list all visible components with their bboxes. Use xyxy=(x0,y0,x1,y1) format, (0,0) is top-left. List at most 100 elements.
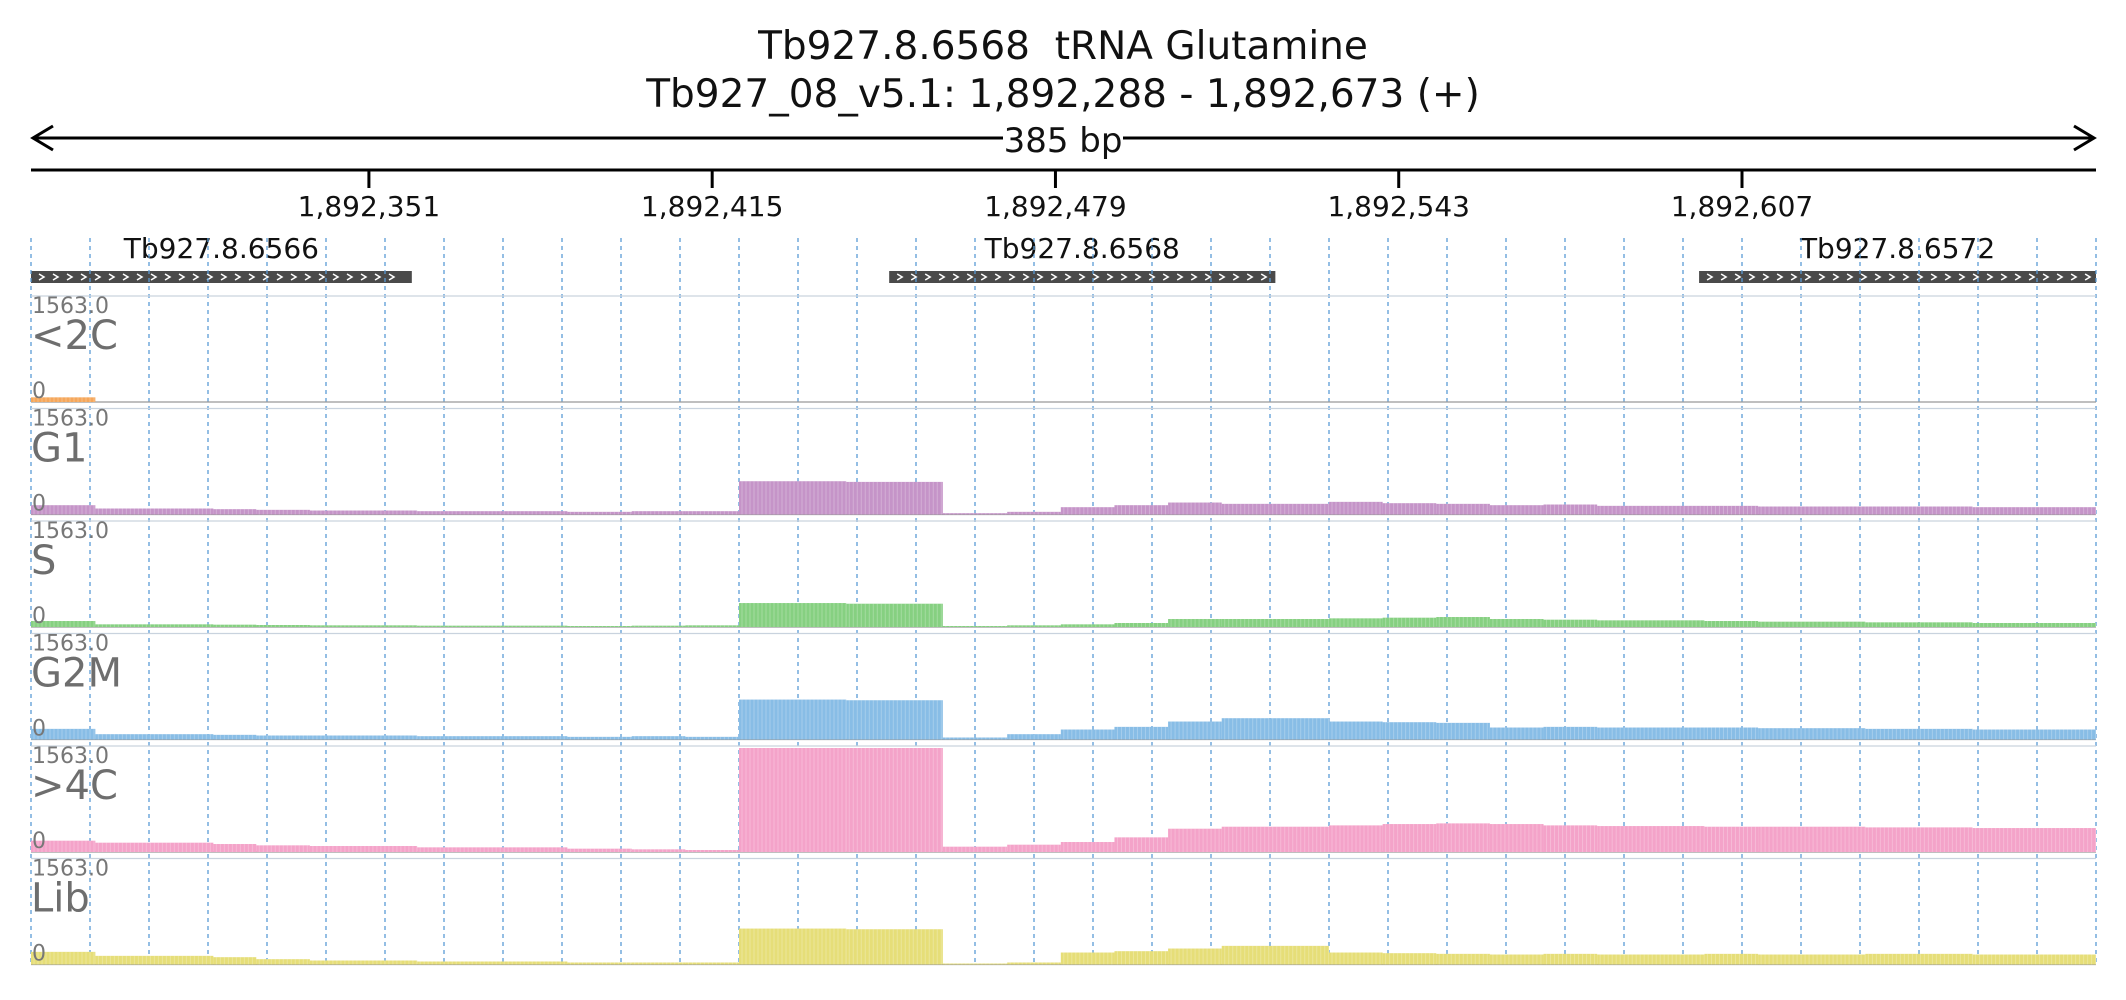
strand-arrow xyxy=(2028,273,2036,281)
track-name-label: G1 xyxy=(31,426,87,472)
coverage-bar xyxy=(1007,962,1061,965)
track-ymax-label: 1563.0 xyxy=(32,632,109,657)
coverage-bar xyxy=(1060,729,1115,740)
coverage-bar xyxy=(739,699,847,740)
coverage-bar xyxy=(1168,502,1222,515)
coverage-bar xyxy=(1704,953,1759,965)
track-ymax-label: 1563.0 xyxy=(32,407,109,432)
strand-arrow xyxy=(1232,273,1240,281)
strand-arrow xyxy=(1748,273,1756,281)
coverage-bar xyxy=(685,625,739,627)
coverage-bar xyxy=(1382,617,1437,627)
strand-arrow xyxy=(1078,273,1086,281)
strand-arrow xyxy=(1008,273,1016,281)
coverage-bar xyxy=(1436,503,1490,515)
strand-arrow xyxy=(1190,273,1198,281)
coverage-bar xyxy=(1114,505,1169,515)
strand-arrow xyxy=(952,273,960,281)
strand-arrow xyxy=(136,273,144,281)
track-name-label: >4C xyxy=(31,763,118,809)
coverage-bar xyxy=(1865,827,1973,852)
coverage-bar xyxy=(1382,722,1437,740)
coverage-bar xyxy=(631,511,686,515)
coverage-bar xyxy=(95,624,214,627)
coverage-bar xyxy=(1597,505,1705,515)
strand-arrow xyxy=(332,273,340,281)
coverage-bar xyxy=(256,845,310,852)
strand-arrow xyxy=(1944,273,1952,281)
coverage-bar xyxy=(1543,953,1598,965)
coverage-bar xyxy=(1114,837,1169,852)
ruler-tick-label: 1,892,415 xyxy=(641,190,784,223)
coverage-bar xyxy=(739,928,847,965)
strand-arrow xyxy=(1958,273,1966,281)
coverage-bar xyxy=(1221,503,1329,515)
strand-arrow xyxy=(1260,273,1268,281)
coverage-bar xyxy=(1972,729,2096,740)
coverage-bar xyxy=(1489,505,1544,515)
coverage-bar xyxy=(1221,619,1329,627)
coverage-bar xyxy=(846,929,943,965)
coverage-bar xyxy=(1543,825,1598,852)
strand-arrow xyxy=(1818,273,1826,281)
strand-arrow xyxy=(206,273,214,281)
coverage-bar xyxy=(1436,823,1490,852)
ruler-tick-label: 1,892,543 xyxy=(1327,190,1470,223)
span-arrow-left-head xyxy=(30,124,54,152)
locus-coordinates: Tb927_08_v5.1: 1,892,288 - 1,892,673 (+) xyxy=(646,72,1480,117)
coverage-bar xyxy=(1329,501,1383,515)
coverage-bar xyxy=(31,505,96,515)
coverage-bar xyxy=(213,509,257,515)
coverage-bar xyxy=(942,737,1008,740)
gene-label: Tb927.8.6568 xyxy=(984,232,1180,265)
strand-arrow xyxy=(164,273,172,281)
ruler-tick-label: 1,892,351 xyxy=(298,190,441,223)
coverage-bar xyxy=(846,700,943,740)
coverage-bar xyxy=(31,728,96,740)
coverage-bar xyxy=(1865,622,1973,627)
strand-arrow xyxy=(1218,273,1226,281)
coverage-bar xyxy=(942,846,1008,852)
track-name-label: Lib xyxy=(31,876,90,922)
coverage-bar xyxy=(942,963,1008,965)
strand-arrow xyxy=(248,273,256,281)
coverage-bar xyxy=(1060,952,1115,965)
strand-arrow xyxy=(1176,273,1184,281)
gene-bar xyxy=(31,271,412,283)
coverage-bar xyxy=(1329,825,1383,852)
track-ymin-label: 0 xyxy=(32,942,46,967)
strand-arrow xyxy=(1804,273,1812,281)
track-ymax-label: 1563.0 xyxy=(32,857,109,882)
track-ymin-label: 0 xyxy=(32,717,46,742)
coverage-bar xyxy=(256,625,310,627)
coverage-bar xyxy=(417,625,568,627)
coverage-bar xyxy=(1758,506,1866,515)
coverage-bar xyxy=(1597,727,1705,740)
coverage-bar xyxy=(567,736,632,740)
coverage-bar xyxy=(213,734,257,740)
coverage-bar xyxy=(631,736,686,740)
strand-arrow xyxy=(234,273,242,281)
coverage-bar xyxy=(1543,619,1598,627)
strand-arrow xyxy=(262,273,270,281)
coverage-bar xyxy=(309,846,418,852)
coverage-bar xyxy=(213,957,257,965)
strand-arrow xyxy=(896,273,904,281)
strand-arrow xyxy=(1790,273,1798,281)
ruler-tick-label: 1,892,479 xyxy=(984,190,1127,223)
strand-arrow xyxy=(388,273,396,281)
strand-arrow xyxy=(122,273,130,281)
coverage-bar xyxy=(1543,504,1598,515)
track-ymin-label: 0 xyxy=(32,604,46,629)
coverage-bar xyxy=(567,511,632,515)
coverage-bar xyxy=(567,848,632,852)
strand-arrow xyxy=(220,273,228,281)
coverage-bar xyxy=(1221,826,1329,852)
strand-arrow xyxy=(1902,273,1910,281)
strand-arrow xyxy=(1734,273,1742,281)
coverage-bar xyxy=(31,951,96,965)
coverage-bar xyxy=(1758,826,1866,852)
strand-arrow xyxy=(1720,273,1728,281)
strand-arrow xyxy=(94,273,102,281)
coverage-bar xyxy=(1972,954,2096,965)
